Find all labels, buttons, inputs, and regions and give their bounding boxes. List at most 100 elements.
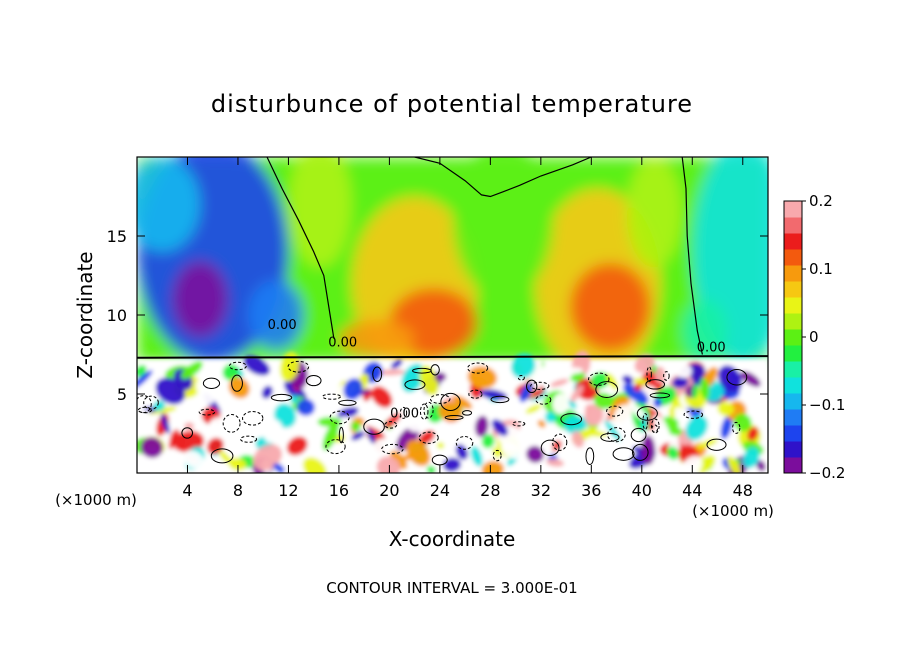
x-axis-label: X-coordinate [389, 527, 516, 551]
contour-eddy [649, 392, 671, 399]
contour-label: 0.00 [268, 318, 297, 333]
turbulent-cell [525, 404, 542, 414]
colorbar-segment [784, 409, 802, 426]
turbulent-cell [470, 446, 483, 467]
contour-eddy [540, 439, 560, 457]
contour-interval-note: CONTOUR INTERVAL = 3.000E-01 [326, 579, 577, 597]
turbulent-cell [622, 375, 634, 384]
x-tick-label: 40 [632, 481, 652, 500]
turbulent-cell [296, 398, 315, 416]
turbulent-cell [258, 417, 283, 435]
turbulent-cell [640, 413, 649, 433]
y-tick-label: 15 [107, 227, 127, 246]
turbulent-cell [529, 429, 554, 451]
contour-eddy [384, 421, 398, 429]
contour-eddy [242, 411, 264, 426]
contour-eddy [423, 401, 434, 419]
turbulent-cell [653, 397, 662, 408]
turbulent-cell [182, 450, 205, 469]
turbulent-cell [228, 377, 250, 399]
colorbar-tick-label: −0.1 [809, 396, 845, 414]
upper-field [137, 157, 768, 379]
turbulent-cell [634, 354, 655, 374]
contour-eddy [455, 436, 474, 450]
contour-eddy [399, 406, 408, 419]
turbulent-cell [593, 392, 614, 409]
colorbar-segment [784, 265, 802, 282]
x-tick-label: 28 [480, 481, 500, 500]
x-tick-label: 16 [329, 481, 349, 500]
turbulent-cell [666, 446, 679, 460]
colorbar-tick-label: 0.2 [809, 192, 833, 210]
contour-eddy [468, 389, 483, 399]
contour-lines: 0.00 0.00 0.00 0.00 [137, 157, 768, 466]
turbulent-cell [208, 421, 217, 428]
turbulent-cell [279, 351, 300, 382]
turbulent-cell [222, 364, 240, 381]
turbulent-cell [228, 457, 247, 471]
turbulent-cell [372, 438, 390, 458]
turbulent-cell [452, 395, 473, 410]
turbulent-cell [418, 430, 435, 445]
turbulent-cell [168, 429, 179, 450]
chart-title: disturbunce of potential temperature [211, 90, 693, 118]
contour-eddy [726, 369, 748, 386]
contour-eddy [338, 399, 357, 406]
colorbar-segment [784, 345, 802, 362]
colorbar-tick-label: 0.1 [809, 260, 833, 278]
turbulent-cell [434, 372, 447, 382]
turbulent-cell [756, 460, 766, 472]
turbulent-cell [474, 415, 489, 437]
turbulent-cell [720, 415, 733, 440]
colorbar-segment [784, 297, 802, 314]
turbulent-cell [337, 406, 359, 419]
field-blob [288, 157, 352, 268]
turbulent-cell [378, 369, 405, 376]
contour-eddy [412, 367, 432, 374]
colorbar-tick-label: −0.2 [809, 464, 845, 482]
turbulent-cell [371, 386, 393, 408]
turbulent-cell [544, 411, 556, 423]
contour-eddy [512, 421, 526, 427]
turbulent-cell [438, 401, 463, 422]
contour-eddy [526, 379, 538, 394]
field-blob [338, 319, 415, 358]
y-tick-label: 5 [117, 385, 127, 404]
contour-eddy [270, 393, 293, 402]
y-axis-label: Z-coordinate [73, 251, 97, 378]
contour-eddy [467, 362, 489, 374]
contour-eddy [419, 403, 429, 420]
turbulent-cell [383, 413, 401, 429]
turbulent-cell [455, 444, 468, 460]
colorbar-segment [784, 361, 802, 378]
contour-eddy [636, 406, 658, 421]
y-axis: 5 10 15 [107, 227, 768, 404]
contour-eddy [631, 443, 649, 461]
turbulent-cell [742, 447, 760, 469]
contour-zero-top [414, 157, 592, 198]
contour-eddy [240, 435, 258, 443]
turbulent-cell [322, 421, 340, 451]
turbulent-cell [492, 447, 502, 458]
contour-eddy [607, 427, 626, 443]
field-blob [172, 261, 228, 338]
turbulent-cell [401, 402, 427, 433]
x-tick-label: 44 [682, 481, 702, 500]
contour-eddy [595, 381, 619, 398]
contour-eddy [663, 371, 670, 381]
contour-eddy [552, 433, 568, 451]
contour-eddy [706, 438, 727, 451]
turbulent-cell [261, 385, 273, 399]
turbulent-cell [570, 385, 584, 403]
turbulent-cell [510, 353, 536, 379]
field-blob [682, 299, 728, 363]
turbulent-cell [519, 382, 534, 403]
contour-eddy [560, 413, 583, 426]
contour-eddy [732, 421, 741, 434]
contour-eddy [651, 424, 659, 433]
colorbar-segment [784, 249, 802, 266]
contour-eddy [600, 432, 620, 442]
contour-eddy [642, 413, 649, 430]
field-blob [569, 262, 651, 352]
contour-eddy [381, 443, 404, 455]
